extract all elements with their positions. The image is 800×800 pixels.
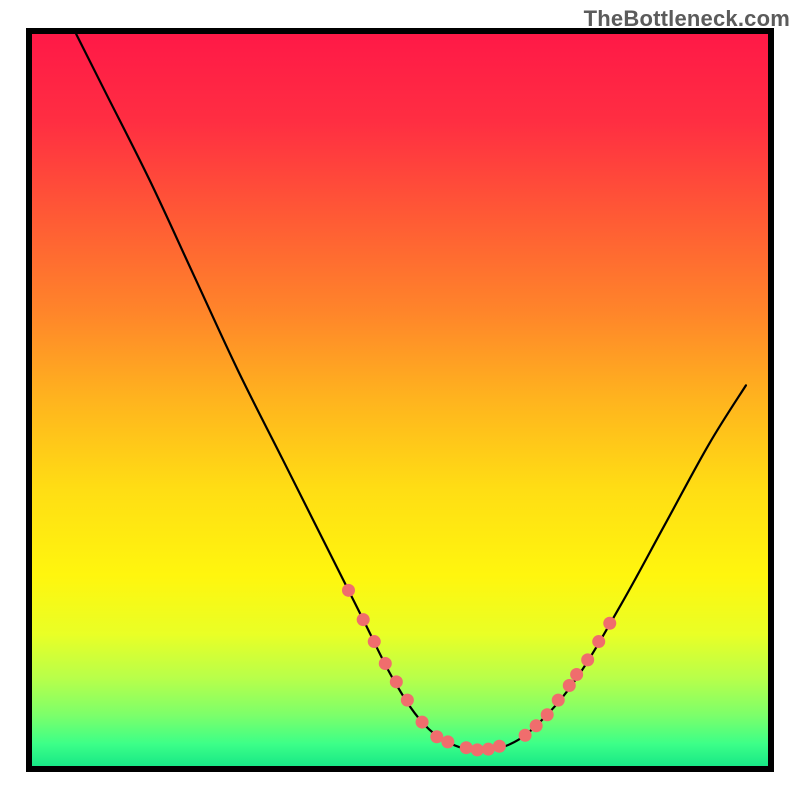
marker-point [563,679,576,692]
marker-point [379,657,392,670]
chart-root: TheBottleneck.com [0,0,800,800]
marker-point [482,743,495,756]
marker-point [570,668,583,681]
marker-point [603,617,616,630]
marker-point [357,613,370,626]
marker-point [441,735,454,748]
marker-point [460,741,473,754]
marker-point [390,675,403,688]
marker-point [530,719,543,732]
plot-background [32,34,768,766]
marker-point [581,653,594,666]
marker-point [342,584,355,597]
marker-point [471,743,484,756]
marker-point [519,729,532,742]
marker-point [430,730,443,743]
marker-point [552,694,565,707]
marker-point [416,716,429,729]
watermark-text: TheBottleneck.com [584,6,790,32]
marker-point [401,694,414,707]
marker-point [493,740,506,753]
bottleneck-chart [0,0,800,800]
marker-point [592,635,605,648]
marker-point [368,635,381,648]
marker-point [541,708,554,721]
